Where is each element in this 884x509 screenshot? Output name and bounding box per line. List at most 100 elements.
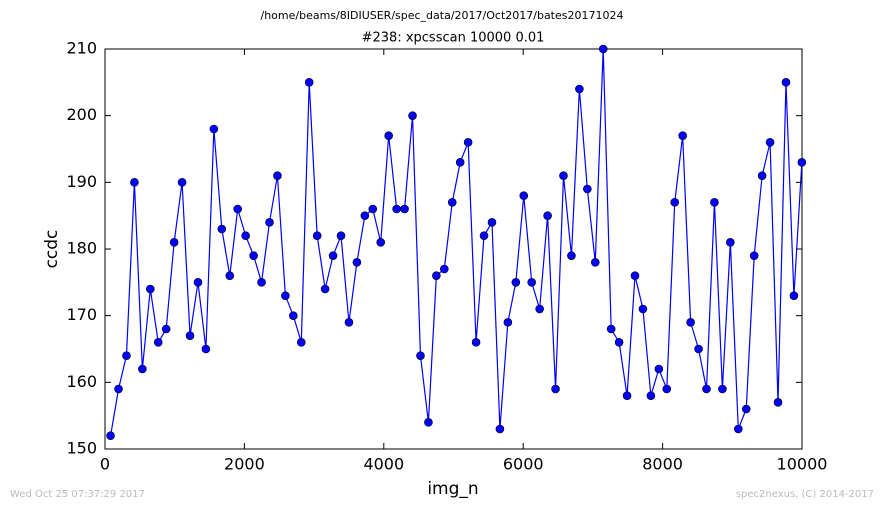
data-point bbox=[765, 138, 775, 147]
data-point bbox=[590, 258, 600, 267]
data-point bbox=[249, 251, 258, 260]
data-point bbox=[471, 338, 481, 347]
data-point bbox=[622, 391, 632, 400]
data-point bbox=[726, 238, 735, 247]
data-point bbox=[281, 291, 290, 300]
data-point bbox=[233, 204, 243, 214]
data-point bbox=[686, 318, 695, 327]
data-point bbox=[408, 111, 417, 120]
data-point bbox=[789, 291, 799, 300]
data-line bbox=[109, 48, 803, 436]
data-point bbox=[503, 318, 513, 327]
data-point bbox=[360, 211, 370, 220]
data-point bbox=[169, 238, 179, 247]
data-point bbox=[511, 278, 521, 287]
data-point bbox=[392, 204, 401, 214]
y-tick-label: 190 bbox=[66, 172, 97, 191]
data-point bbox=[614, 338, 624, 347]
data-point bbox=[670, 198, 680, 207]
data-point bbox=[535, 304, 544, 314]
y-tick-label: 160 bbox=[66, 372, 97, 391]
data-point bbox=[241, 231, 250, 240]
data-point bbox=[662, 384, 672, 394]
x-tick-label: 4000 bbox=[363, 455, 404, 474]
y-axis-label: ccdc bbox=[42, 230, 62, 269]
data-point bbox=[718, 384, 727, 394]
data-point bbox=[519, 191, 529, 200]
data-point bbox=[384, 131, 393, 140]
data-point bbox=[376, 238, 386, 247]
data-point bbox=[781, 78, 791, 87]
data-point bbox=[352, 258, 362, 267]
data-point bbox=[551, 384, 560, 394]
data-point bbox=[336, 231, 346, 240]
x-axis-label: img_n bbox=[427, 479, 478, 499]
data-point bbox=[217, 224, 227, 234]
data-point bbox=[463, 138, 473, 147]
x-tick-label: 0 bbox=[100, 455, 110, 474]
data-point bbox=[749, 251, 759, 260]
data-point bbox=[455, 158, 465, 167]
data-point bbox=[193, 278, 203, 287]
data-point bbox=[114, 384, 123, 394]
data-point bbox=[710, 198, 719, 207]
data-point bbox=[694, 344, 703, 354]
data-point bbox=[400, 204, 409, 214]
y-tick-label: 200 bbox=[66, 105, 97, 124]
data-point bbox=[606, 324, 616, 334]
data-point bbox=[177, 178, 187, 187]
data-point bbox=[257, 278, 266, 287]
data-point bbox=[161, 324, 171, 334]
data-point bbox=[575, 84, 584, 94]
data-point bbox=[328, 251, 338, 260]
data-point bbox=[432, 271, 441, 280]
data-point bbox=[265, 218, 274, 227]
data-point bbox=[702, 384, 711, 394]
data-point bbox=[630, 271, 640, 280]
data-point bbox=[559, 171, 568, 180]
data-point bbox=[495, 424, 505, 434]
data-point bbox=[344, 318, 354, 327]
data-point bbox=[225, 271, 235, 280]
data-point bbox=[733, 424, 743, 434]
data-point bbox=[487, 218, 497, 227]
y-tick-label: 170 bbox=[66, 305, 97, 324]
data-point bbox=[424, 418, 433, 427]
data-point bbox=[741, 404, 751, 414]
data-point bbox=[138, 364, 147, 374]
data-point bbox=[678, 131, 687, 140]
timestamp: Wed Oct 25 07:37:29 2017 bbox=[10, 489, 145, 500]
data-point bbox=[312, 231, 322, 240]
data-point bbox=[209, 124, 219, 134]
data-point bbox=[439, 264, 449, 274]
data-point bbox=[273, 171, 282, 180]
data-point bbox=[654, 364, 664, 374]
data-point bbox=[146, 284, 155, 294]
data-point bbox=[296, 338, 306, 347]
data-point bbox=[583, 184, 592, 194]
y-tick-label: 180 bbox=[66, 239, 97, 258]
data-point bbox=[289, 311, 298, 320]
data-point bbox=[304, 78, 314, 87]
suptitle: /home/beams/8IDIUSER/spec_data/2017/Oct2… bbox=[261, 9, 624, 22]
data-point bbox=[416, 351, 425, 360]
data-point bbox=[543, 211, 552, 220]
data-point bbox=[797, 158, 807, 167]
data-point bbox=[130, 178, 139, 187]
data-point bbox=[368, 204, 378, 214]
data-point bbox=[598, 44, 608, 54]
chart-title: #238: xpcsscan 10000 0.01 bbox=[362, 31, 545, 46]
data-point bbox=[447, 198, 457, 207]
data-point bbox=[106, 431, 115, 440]
data-point bbox=[757, 171, 767, 180]
data-point bbox=[201, 344, 211, 354]
y-tick-label: 150 bbox=[66, 439, 97, 458]
data-point bbox=[638, 304, 648, 314]
data-point bbox=[122, 351, 131, 360]
credit: spec2nexus, (C) 2014-2017 bbox=[736, 489, 874, 500]
data-point bbox=[646, 391, 656, 400]
data-point bbox=[773, 398, 783, 407]
data-point bbox=[567, 251, 576, 260]
x-tick-label: 8000 bbox=[642, 455, 683, 474]
